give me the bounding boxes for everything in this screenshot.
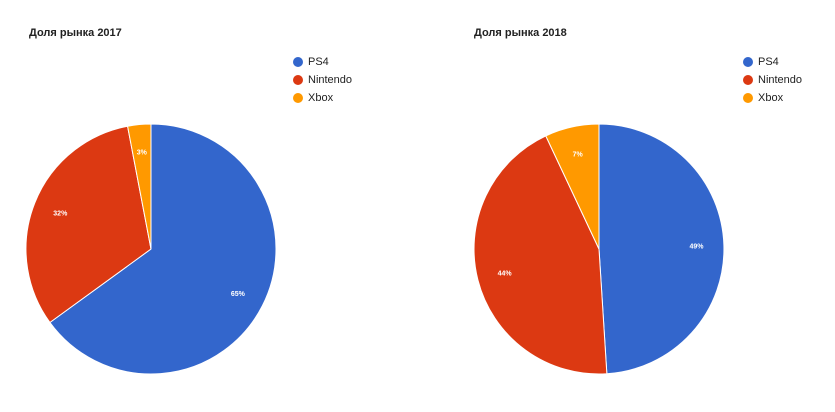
slice-label-nintendo: 44% — [498, 271, 513, 278]
legend-swatch-ps4 — [293, 57, 303, 67]
chart-2018: Доля рынка 2018 49% 44% 7% PS4 Nintendo Xb… — [418, 0, 835, 412]
slice-label-ps4: 49% — [689, 243, 704, 250]
pie-chart: 65% 32% 3% — [25, 123, 277, 375]
legend-item-xbox[interactable]: Xbox — [293, 89, 352, 107]
legend-label: Nintendo — [758, 74, 803, 86]
legend: PS4 Nintendo Xbox — [293, 53, 352, 107]
slice-label-xbox: 3% — [137, 149, 148, 156]
legend-swatch-nintendo — [743, 75, 753, 85]
legend-item-nintendo[interactable]: Nintendo — [743, 71, 802, 89]
pie-chart: 49% 44% 7% — [473, 123, 725, 375]
legend-swatch-xbox — [293, 93, 303, 103]
chart-2017: Доля рынка 2017 65% 32% 3% PS4 Nintendo Xb… — [0, 0, 417, 412]
legend-item-xbox[interactable]: Xbox — [743, 89, 802, 107]
legend-label: Xbox — [308, 92, 334, 104]
chart-title: Доля рынка 2018 — [474, 27, 567, 39]
pie-slice-nintendo[interactable] — [25, 125, 152, 324]
slice-label-xbox: 7% — [573, 151, 584, 158]
slice-label-ps4: 65% — [231, 291, 246, 298]
pie-slice-xbox[interactable] — [126, 123, 152, 250]
legend-label: PS4 — [308, 56, 329, 68]
legend-item-nintendo[interactable]: Nintendo — [293, 71, 352, 89]
legend: PS4 Nintendo Xbox — [743, 53, 802, 107]
slice-label-nintendo: 32% — [53, 211, 68, 218]
legend-item-ps4[interactable]: PS4 — [293, 53, 352, 71]
pie-slice-xbox[interactable] — [545, 123, 600, 250]
legend-label: Nintendo — [308, 74, 353, 86]
legend-label: Xbox — [758, 92, 784, 104]
legend-item-ps4[interactable]: PS4 — [743, 53, 802, 71]
legend-swatch-ps4 — [743, 57, 753, 67]
legend-swatch-nintendo — [293, 75, 303, 85]
chart-title: Доля рынка 2017 — [29, 27, 122, 39]
legend-swatch-xbox — [743, 93, 753, 103]
pie-slice-ps4[interactable] — [598, 123, 725, 375]
legend-label: PS4 — [758, 56, 779, 68]
pie-slice-ps4[interactable] — [49, 123, 277, 375]
